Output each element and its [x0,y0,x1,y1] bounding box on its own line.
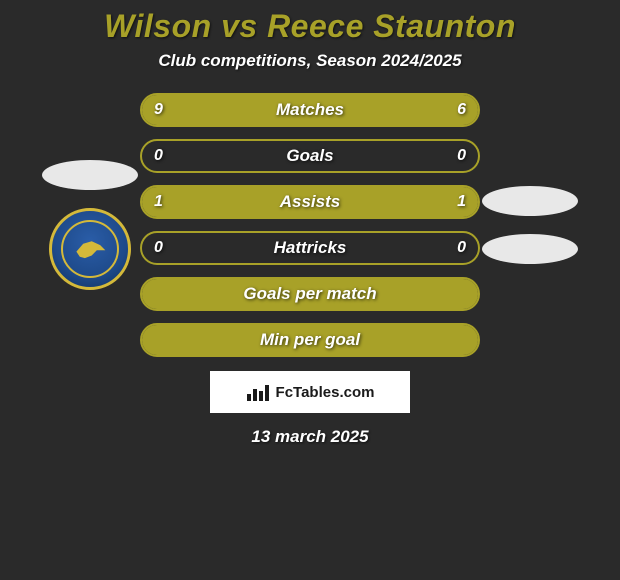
stat-label: Goals [142,141,478,171]
stat-value-left: 0 [154,141,163,171]
comparison-row: 96Matches00Goals11Assists00HattricksGoal… [0,93,620,357]
subtitle: Club competitions, Season 2024/2025 [0,51,620,71]
right-player-column [480,186,580,264]
crest-inner-ring [61,220,119,278]
page-title: Wilson vs Reece Staunton [0,8,620,45]
watermark: FcTables.com [210,371,410,413]
stat-bar: 11Assists [140,185,480,219]
bar-fill-right [310,187,478,217]
right-club-avatar [482,234,578,264]
stat-value-right: 0 [457,233,466,263]
bar-fill-left [142,187,310,217]
left-player-avatar [42,160,138,190]
left-player-column [40,160,140,290]
stat-bar: Min per goal [140,323,480,357]
watermark-chart-icon [246,382,270,402]
bar-fill-left [142,95,344,125]
stat-bar: 0 0Goals [140,139,480,173]
bar-fill-left [142,279,478,309]
stat-label: Hattricks [142,233,478,263]
bar-fill-right [344,95,478,125]
stat-bar: Goals per match [140,277,480,311]
watermark-text: FcTables.com [276,384,375,401]
left-club-crest-icon [49,208,131,290]
stat-value-left: 0 [154,233,163,263]
stat-bar: 0 0Hattricks [140,231,480,265]
bar-fill-left [142,325,478,355]
stat-bars: 96Matches00Goals11Assists00HattricksGoal… [140,93,480,357]
stat-bar: 96Matches [140,93,480,127]
comparison-infographic: Wilson vs Reece Staunton Club competitio… [0,0,620,447]
title-text: Wilson vs Reece Staunton [104,8,516,44]
right-player-avatar [482,186,578,216]
stat-value-right: 0 [457,141,466,171]
bird-icon [73,236,107,262]
date-label: 13 march 2025 [0,427,620,447]
